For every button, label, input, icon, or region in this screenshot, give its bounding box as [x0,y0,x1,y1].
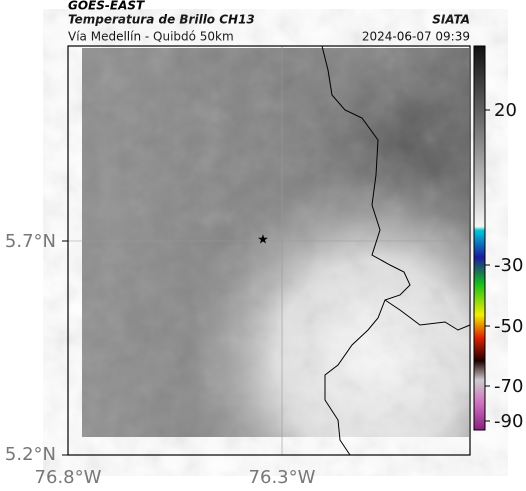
location-marker: ★ [257,233,269,248]
colorbar-tick-label: -90 [494,411,523,432]
lon-label: 76.3°W [249,467,316,488]
route: Vía Medellín - Quibdó 50km [68,30,234,44]
colorbar [473,45,486,431]
colorbar-tick-label: -30 [494,255,523,276]
timestamp: 2024-06-07 09:39 [362,30,470,44]
borders [321,45,471,456]
satellite-image [82,48,469,437]
source: SIATA [432,13,470,27]
title: GOES-EAST [68,0,145,13]
colorbar-tick-label: 20 [494,100,517,121]
colorbar-ticks: 20 -30 -50 -70 -90 [485,100,523,432]
subtitle: Temperatura de Brillo CH13 [68,13,255,27]
map-frame [67,45,471,456]
lat-label: 5.2°N [5,444,56,465]
colorbar-tick-label: -70 [494,376,523,397]
lon-label: 76.8°W [35,467,102,488]
colorbar-tick-label: -50 [494,316,523,337]
lat-label: 5.7°N [5,231,56,252]
